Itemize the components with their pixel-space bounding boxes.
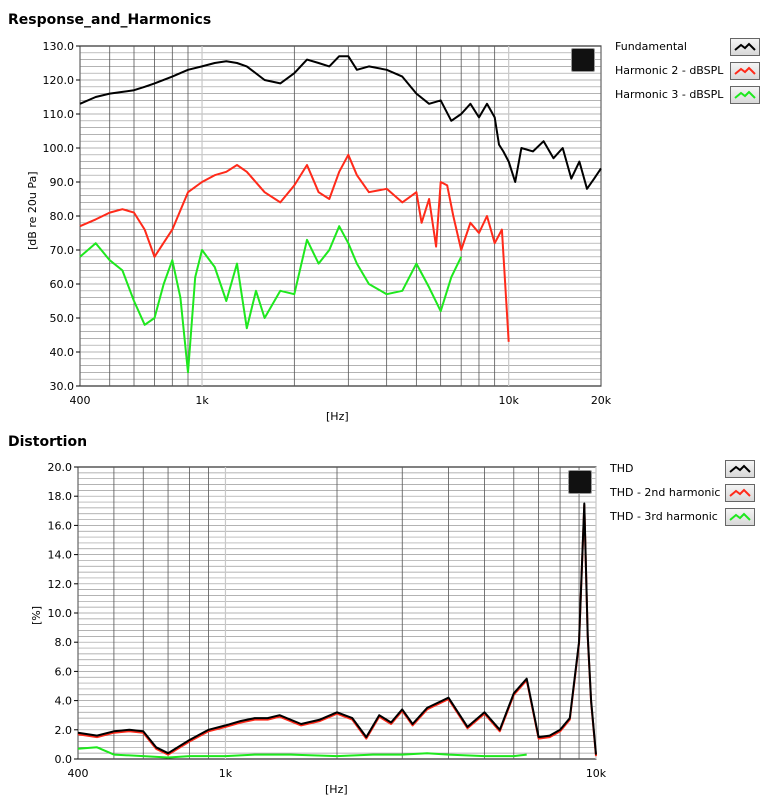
legend-item-harmonic2: Harmonic 2 - dBSPL: [615, 64, 724, 77]
series-line-0: [79, 55, 602, 190]
legend-item-fundamental: Fundamental: [615, 40, 687, 53]
legend-response: Fundamental Harmonic 2 - dBSPL Harmonic …: [615, 38, 760, 108]
y-tick-label: 4.0: [55, 695, 73, 708]
x-tick-label: 10k: [586, 767, 607, 780]
y-tick-label: 20.0: [48, 461, 73, 474]
legend-swatch-thd3[interactable]: [725, 508, 755, 526]
legend-swatch-thd2[interactable]: [725, 484, 755, 502]
y-tick-label: 130.0: [43, 40, 75, 53]
y-tick-label: 16.0: [48, 519, 73, 532]
y-tick-label: 6.0: [55, 665, 73, 678]
y-tick-label: 30.0: [50, 380, 75, 393]
x-tick-label: 1k: [219, 767, 233, 780]
y-tick-label: 120.0: [43, 74, 75, 87]
x-axis-label-response: [Hz]: [326, 410, 349, 423]
x-tick-label: 20k: [591, 394, 612, 407]
legend-swatch-harmonic3[interactable]: [730, 86, 760, 104]
legend-distortion: THD THD - 2nd harmonic THD - 3rd harmoni…: [610, 460, 760, 530]
x-tick-label: 10k: [498, 394, 519, 407]
legend-swatch-thd[interactable]: [725, 460, 755, 478]
series-line-1: [79, 153, 510, 342]
y-tick-label: 50.0: [50, 312, 75, 325]
y-tick-label: 8.0: [55, 636, 73, 649]
graph-palette-icon[interactable]: [571, 48, 595, 72]
graph-palette-icon[interactable]: [568, 470, 592, 494]
x-axis-label-distortion: [Hz]: [325, 783, 348, 796]
y-axis-label-distortion: [%]: [30, 605, 43, 625]
series-line-0: [77, 502, 597, 755]
x-tick-label: 1k: [195, 394, 209, 407]
y-tick-label: 80.0: [50, 210, 75, 223]
legend-item-thd2: THD - 2nd harmonic: [610, 486, 721, 499]
y-tick-label: 14.0: [48, 549, 73, 562]
y-tick-label: 40.0: [50, 346, 75, 359]
series-line-2: [79, 225, 463, 374]
x-tick-label: 400: [70, 394, 91, 407]
legend-item-thd: THD: [610, 462, 634, 475]
y-tick-label: 0.0: [55, 753, 73, 766]
y-axis-label-response: [dB re 20u Pa]: [26, 171, 39, 251]
y-tick-label: 110.0: [43, 108, 75, 121]
legend-swatch-fundamental[interactable]: [730, 38, 760, 56]
y-tick-label: 18.0: [48, 490, 73, 503]
chart-title-distortion: Distortion: [8, 434, 88, 450]
y-tick-label: 60.0: [50, 278, 75, 291]
y-tick-label: 90.0: [50, 176, 75, 189]
legend-item-harmonic3: Harmonic 3 - dBSPL: [615, 88, 724, 101]
y-tick-label: 10.0: [48, 607, 73, 620]
x-tick-label: 400: [68, 767, 89, 780]
y-tick-label: 12.0: [48, 578, 73, 591]
legend-swatch-harmonic2[interactable]: [730, 62, 760, 80]
y-tick-label: 100.0: [43, 142, 75, 155]
chart-title-response: Response_and_Harmonics: [8, 12, 212, 28]
y-tick-label: 70.0: [50, 244, 75, 257]
y-tick-label: 2.0: [55, 724, 73, 737]
series-line-2: [77, 746, 527, 759]
legend-item-thd3: THD - 3rd harmonic: [610, 510, 718, 523]
